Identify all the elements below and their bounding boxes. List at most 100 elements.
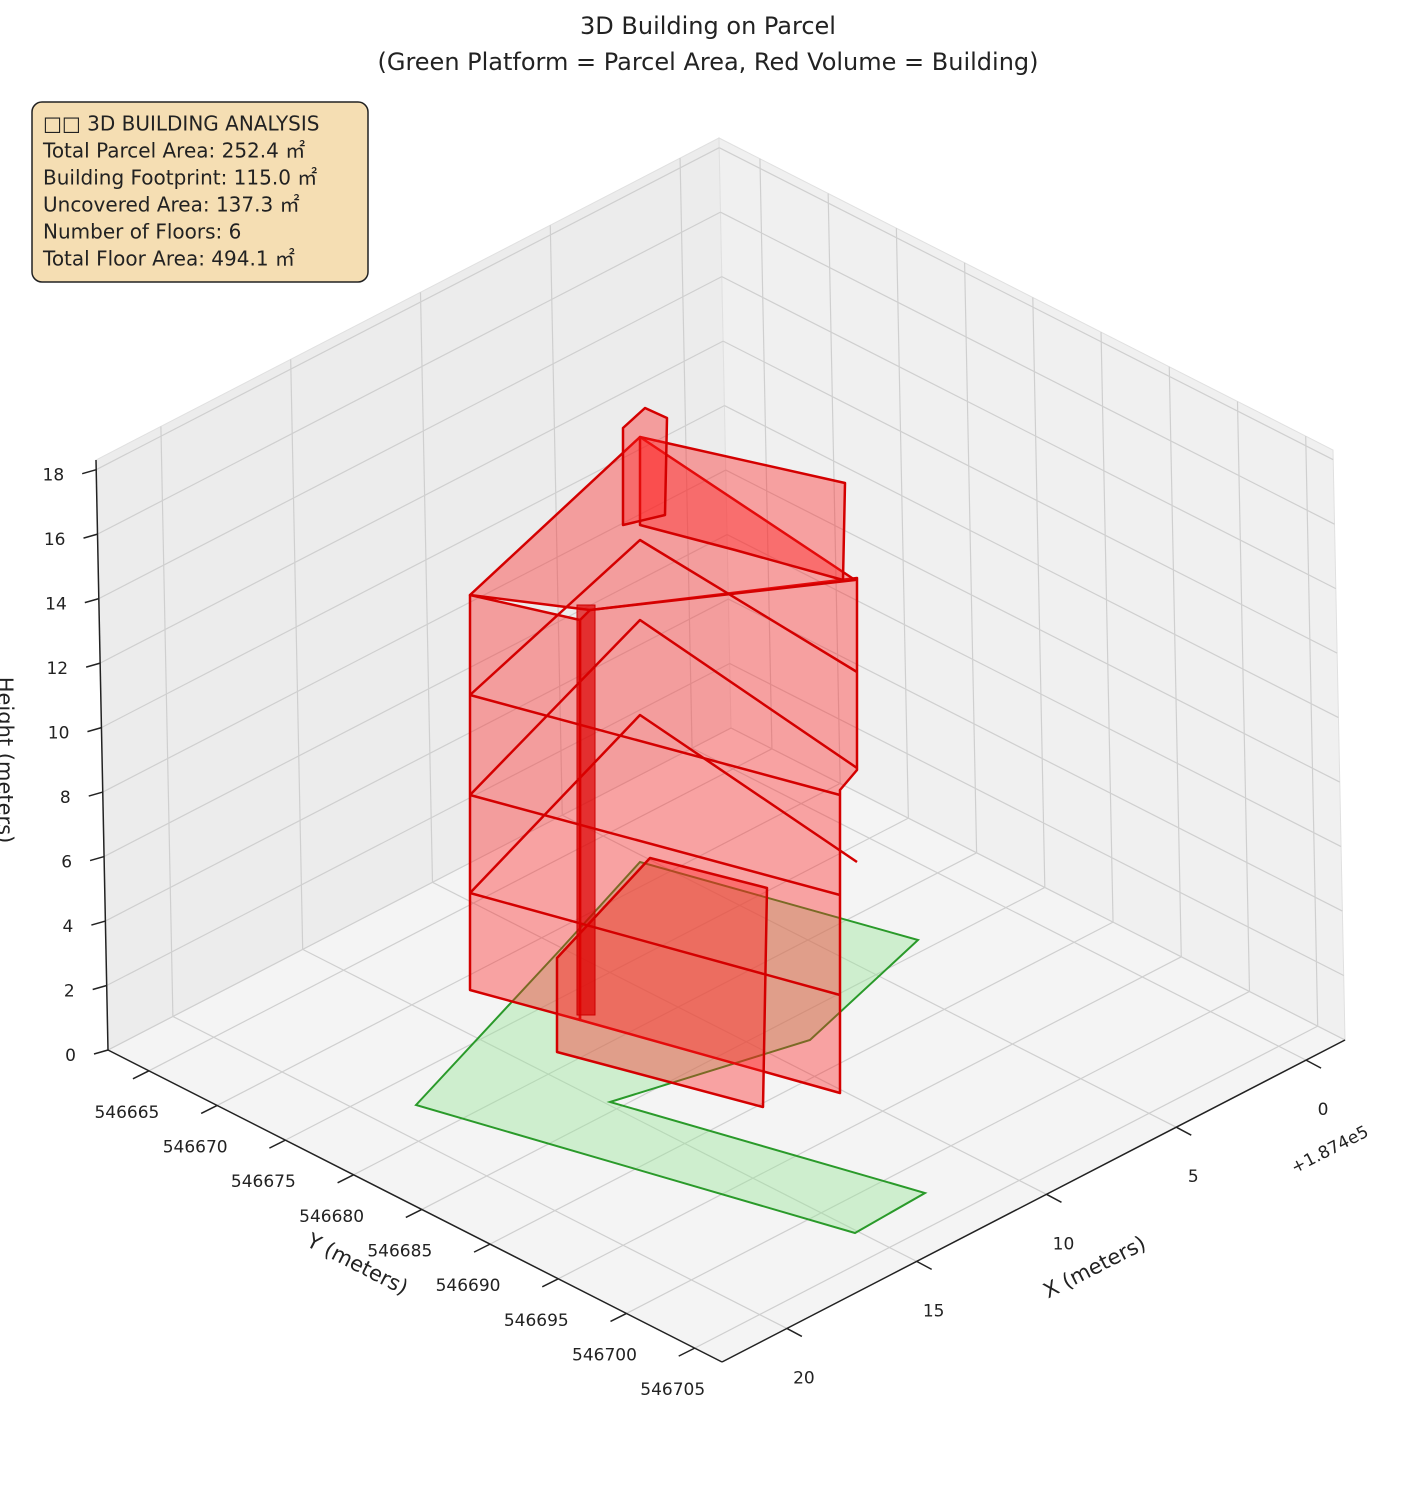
z-axis-label: Height (meters) <box>0 677 17 844</box>
grid-line <box>549 225 563 816</box>
grid-line <box>432 881 1047 1195</box>
scene <box>414 406 928 1235</box>
y-tick-label: 546665 <box>94 1103 159 1123</box>
floor-line <box>469 693 841 797</box>
z-tick-label: 12 <box>46 659 68 679</box>
axis-line <box>95 459 109 1051</box>
tick-mark <box>93 1049 109 1055</box>
info-line: Total Parcel Area: 252.4 ㎡ <box>42 139 305 163</box>
z-tick-label: 0 <box>65 1046 76 1066</box>
y-axis-label: Y (meters) <box>302 1228 412 1300</box>
building-face <box>638 435 847 582</box>
info-line: Building Footprint: 115.0 ㎡ <box>43 166 317 190</box>
y-tick-label: 546705 <box>640 1380 705 1400</box>
tick-mark <box>87 726 102 733</box>
grid-line <box>99 340 724 664</box>
grid-line <box>1305 436 1319 1027</box>
grid-line <box>1032 297 1046 888</box>
chart-subtitle: (Green Platform = Parcel Area, Red Volum… <box>377 48 1038 76</box>
grid-line <box>729 662 1344 977</box>
z-tick-label: 18 <box>43 466 65 486</box>
y-tick-label: 546695 <box>504 1311 569 1331</box>
grid-line <box>106 662 730 987</box>
tick-mark <box>405 1208 423 1219</box>
grid-line <box>721 276 1337 590</box>
x-tick-label: 15 <box>923 1301 945 1321</box>
z-tick-label: 4 <box>63 917 74 937</box>
grid-line <box>827 193 841 784</box>
z-tick-label: 10 <box>48 724 70 744</box>
floor-line <box>469 713 858 894</box>
building-face <box>468 435 857 612</box>
building-core <box>576 604 596 1016</box>
tick-mark <box>610 1312 627 1323</box>
grid-line <box>1168 366 1182 957</box>
tick-mark <box>84 597 100 604</box>
grid-line <box>728 598 1343 912</box>
y-tick-label: 546680 <box>299 1207 364 1227</box>
info-line: Uncovered Area: 137.3 ㎡ <box>43 193 300 217</box>
grid-line <box>285 817 909 1141</box>
tick-mark <box>337 1174 354 1184</box>
info-line: Total Floor Area: 494.1 ㎡ <box>42 247 295 271</box>
y-tick-label: 546670 <box>163 1137 228 1157</box>
tick-mark <box>88 791 103 797</box>
grid-line <box>694 1025 1318 1349</box>
grid-line <box>290 359 304 950</box>
tick-mark <box>132 1070 150 1080</box>
y-tick-label: 546685 <box>367 1241 432 1261</box>
grid-line <box>718 147 1334 461</box>
y-tick-label: 546700 <box>572 1345 637 1365</box>
info-box <box>31 101 369 283</box>
grid-line <box>160 426 174 1017</box>
grid-line <box>730 727 1346 1041</box>
x-offset-label: +1.874e5 <box>1288 1122 1372 1178</box>
floor-line <box>469 618 858 796</box>
grid-line <box>95 147 720 471</box>
tick-mark <box>1305 1059 1322 1069</box>
floor-line <box>469 793 841 897</box>
grid-line <box>1236 401 1251 992</box>
info-lines: □□ 3D BUILDING ANALYSIS Total Parcel Area… <box>42 112 319 271</box>
z-tick-label: 8 <box>60 788 71 808</box>
grid-line <box>172 1015 788 1329</box>
grid-line <box>759 158 773 749</box>
building-face <box>555 856 769 1109</box>
x-tick-label: 20 <box>793 1368 815 1388</box>
z-tick-label: 14 <box>45 595 67 615</box>
axis-line <box>721 1039 1346 1363</box>
grid-line <box>964 262 978 853</box>
grid-line <box>679 158 693 749</box>
tick-mark <box>85 662 101 668</box>
tick-mark <box>91 920 106 926</box>
info-line: □□ 3D BUILDING ANALYSIS <box>43 112 319 136</box>
y-tick-label: 546675 <box>231 1172 296 1192</box>
grid-line <box>107 727 732 1051</box>
x-tick-label: 0 <box>1318 1100 1329 1120</box>
grid-line <box>302 948 917 1262</box>
grid-line <box>557 956 1182 1280</box>
tick-mark <box>678 1347 696 1357</box>
tick-mark <box>1175 1126 1192 1136</box>
floor-line <box>469 538 858 696</box>
grid-line <box>105 598 729 922</box>
tick-mark <box>92 984 107 991</box>
tick-mark <box>269 1139 286 1149</box>
grid-line <box>101 405 725 729</box>
grid-line <box>722 340 1338 654</box>
grid-line <box>726 534 1342 848</box>
grid-line <box>419 292 434 883</box>
grid-line <box>216 782 841 1106</box>
tick-mark <box>200 1104 218 1115</box>
grid-line <box>353 852 977 1176</box>
tick-mark <box>89 855 105 862</box>
grid-line <box>1100 332 1114 923</box>
grid-line <box>421 886 1046 1210</box>
grid-line <box>98 276 723 600</box>
y-tick-label: 546690 <box>436 1276 501 1296</box>
x-tick-label: 10 <box>1053 1234 1075 1254</box>
grid-line <box>148 748 773 1072</box>
z-tick-label: 6 <box>61 853 72 873</box>
x-tick-label: 5 <box>1188 1167 1199 1187</box>
